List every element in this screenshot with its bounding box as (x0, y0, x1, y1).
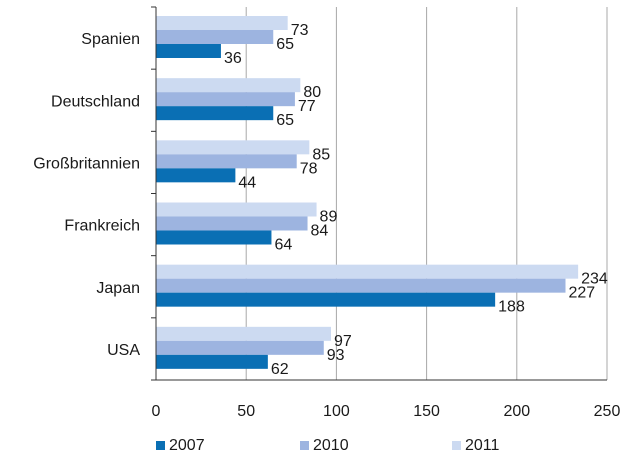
data-label: 227 (569, 285, 596, 302)
bar (156, 202, 317, 217)
data-label: 65 (276, 36, 294, 53)
category-label: Deutschland (51, 93, 140, 110)
bar (156, 278, 566, 293)
x-tick-label: 200 (503, 403, 530, 420)
x-tick-label: 100 (323, 403, 350, 420)
bars (156, 16, 579, 369)
category-label: Japan (96, 280, 140, 297)
bar (156, 78, 301, 93)
x-tick-label: 0 (152, 403, 161, 420)
bar (156, 230, 272, 245)
bar (156, 106, 274, 121)
bar (156, 292, 496, 307)
data-label: 80 (303, 84, 321, 101)
data-label: 44 (238, 174, 256, 191)
legend-label: 2011 (465, 437, 500, 454)
data-label: 64 (274, 237, 292, 254)
bar (156, 44, 221, 58)
data-label: 188 (498, 299, 525, 316)
data-label: 97 (334, 333, 352, 350)
category-label: Spanien (81, 31, 140, 48)
category-label: Großbritannien (33, 155, 140, 172)
data-label: 89 (320, 209, 338, 226)
data-label: 78 (300, 160, 318, 177)
bar (156, 216, 308, 231)
data-label: 85 (312, 146, 330, 163)
bar (156, 340, 324, 355)
legend-label: 2010 (313, 437, 349, 454)
data-label: 84 (311, 223, 329, 240)
data-label: 93 (327, 347, 345, 364)
bar (156, 92, 295, 107)
data-label: 65 (276, 112, 294, 129)
legend-label: 2007 (169, 437, 205, 454)
category-label: USA (107, 342, 140, 359)
bar (156, 140, 310, 155)
legend: 2007 2010 2011 (156, 437, 500, 454)
bar (156, 154, 297, 169)
legend-swatch (452, 441, 461, 450)
bar (156, 168, 236, 183)
legend-swatch (300, 441, 309, 450)
x-tick-label: 50 (237, 403, 255, 420)
data-label: 73 (291, 22, 309, 39)
bar (156, 326, 331, 341)
data-label: 36 (224, 50, 242, 67)
data-label: 234 (581, 271, 608, 288)
grid-lines (245, 7, 608, 380)
bar (156, 264, 579, 279)
data-label: 62 (271, 361, 289, 378)
x-tick-label: 250 (594, 403, 621, 420)
bar (156, 30, 274, 44)
labels: 736536Spanien807765Deutschland857844Groß… (33, 22, 620, 420)
x-tick-label: 150 (413, 403, 440, 420)
bar (156, 16, 288, 30)
axes (151, 6, 607, 381)
category-label: Frankreich (64, 218, 140, 235)
bar (156, 354, 268, 369)
data-label: 77 (298, 98, 316, 115)
legend-swatch (156, 441, 165, 450)
